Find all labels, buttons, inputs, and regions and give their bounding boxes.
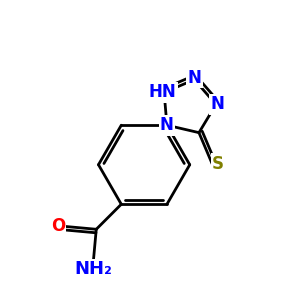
Text: O: O bbox=[51, 217, 65, 235]
Text: NH₂: NH₂ bbox=[74, 260, 112, 278]
Text: N: N bbox=[211, 95, 224, 113]
Text: S: S bbox=[212, 155, 224, 173]
Text: N: N bbox=[160, 116, 174, 134]
Text: HN: HN bbox=[149, 83, 176, 101]
Text: N: N bbox=[188, 69, 201, 87]
